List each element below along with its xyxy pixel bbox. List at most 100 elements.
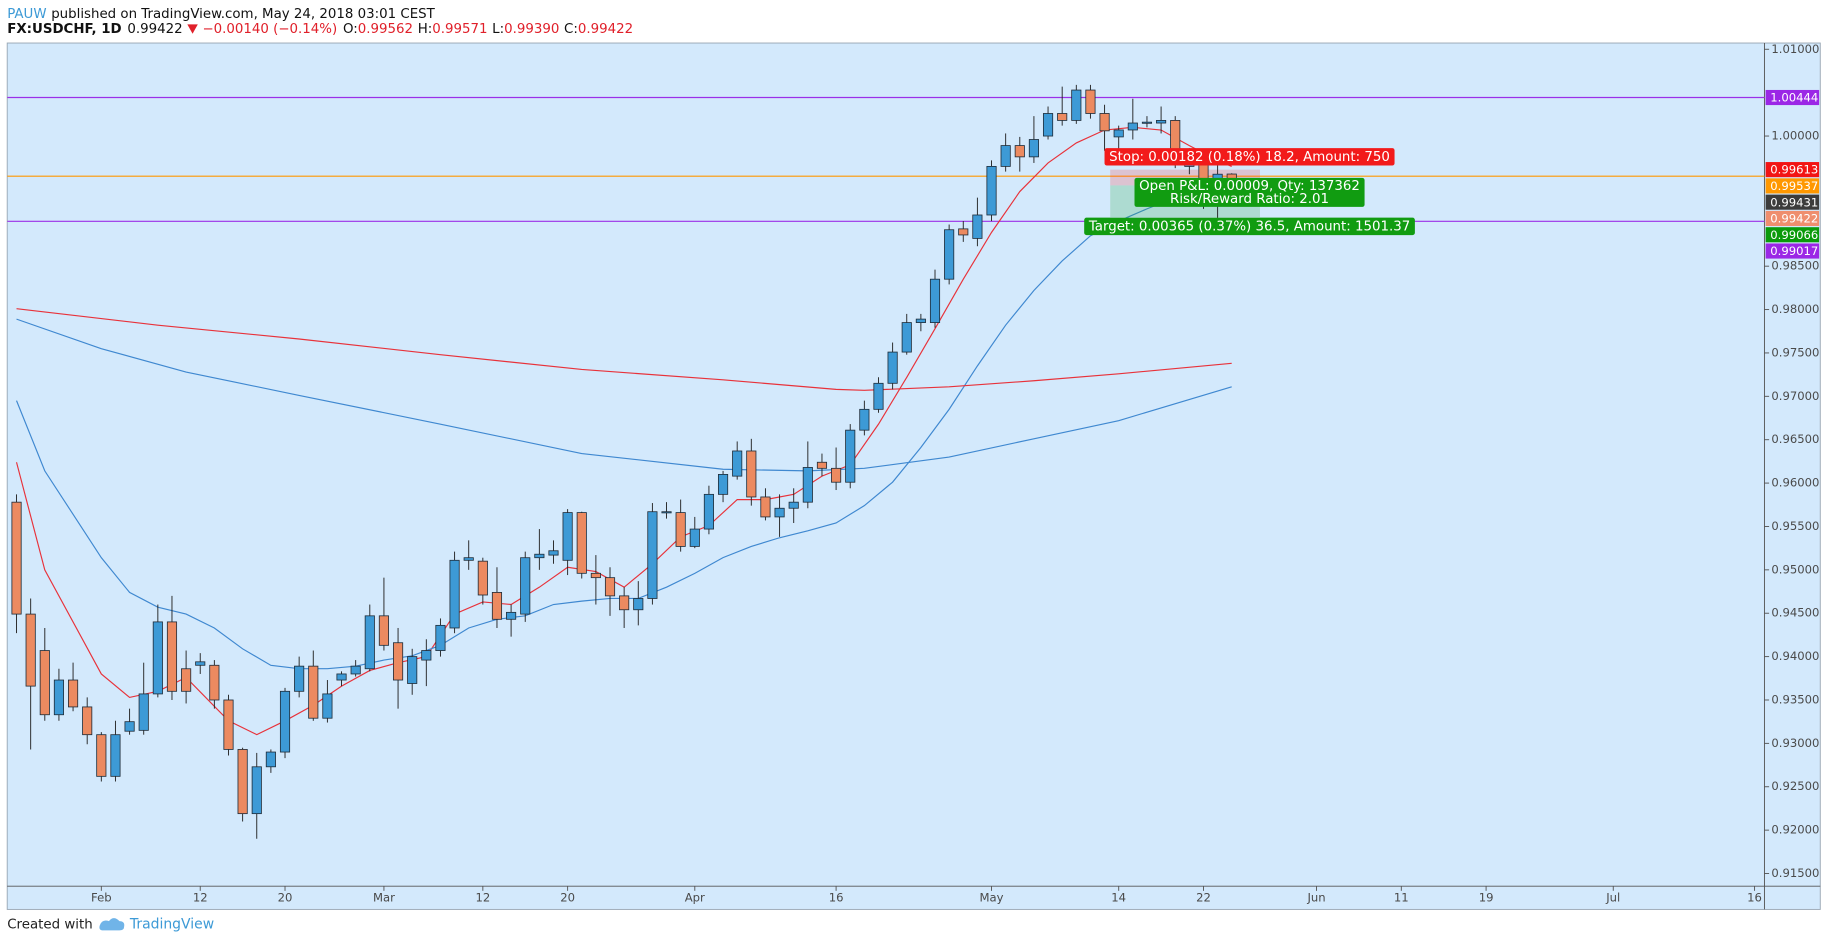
y-tick-label: 0.94000 <box>1771 649 1819 663</box>
header-line-2: FX:USDCHF, 1D 0.99422 −0.00140 (−0.14%) … <box>7 22 633 37</box>
stop-label: Stop: 0.00182 (0.18%) 18.2, Amount: 750 <box>1109 150 1390 165</box>
ohlc-label: H: <box>418 22 433 37</box>
x-tick-label: Mar <box>373 890 395 904</box>
price-label-box <box>1765 210 1820 227</box>
candle-body <box>788 501 799 509</box>
tradingview-logo[interactable]: TradingView <box>99 917 214 933</box>
candle-body <box>53 679 64 716</box>
published: published on TradingView.com, May 24, 20… <box>51 7 435 22</box>
candle-body <box>534 553 545 559</box>
candle-body <box>1099 113 1110 132</box>
candle-body <box>1000 145 1011 167</box>
candle-body <box>506 611 517 620</box>
candle-body <box>732 450 743 477</box>
candle-body <box>181 668 192 692</box>
y-tick-label: 0.95000 <box>1771 562 1819 576</box>
candle-body <box>703 493 714 530</box>
y-tick-label: 0.93500 <box>1771 692 1819 706</box>
candle-body <box>689 528 700 547</box>
y-tick-label: 0.91500 <box>1771 866 1819 880</box>
candle-body <box>138 693 149 731</box>
candle-body <box>251 766 262 815</box>
y-tick-label: 0.96000 <box>1771 476 1819 490</box>
candle-body <box>463 557 474 561</box>
y-tick-label: 0.98500 <box>1771 259 1819 273</box>
candle-body <box>675 512 686 547</box>
price-label-box <box>1765 243 1820 259</box>
candle-body <box>378 615 389 646</box>
candle-body <box>831 467 842 483</box>
x-tick-label: 11 <box>1394 890 1409 904</box>
candle-body <box>915 318 926 323</box>
x-tick-label: 22 <box>1196 890 1211 904</box>
candle-body <box>901 322 912 353</box>
change: −0.00140 (−0.14%) <box>202 22 337 37</box>
candle-body <box>279 690 291 753</box>
last-price: 0.99422 <box>127 22 182 37</box>
candle-body <box>124 721 135 732</box>
candle-body <box>774 507 785 518</box>
candle-body <box>308 665 319 719</box>
candle-body <box>392 642 404 681</box>
candle-body <box>11 501 22 615</box>
ohlc-label: L: <box>492 22 504 37</box>
down-arrow <box>187 24 198 34</box>
chart-background <box>6 42 1821 910</box>
candle-body <box>39 650 50 716</box>
price-label: 0.99613 <box>1770 163 1818 177</box>
y-tick-label: 0.95500 <box>1771 519 1819 533</box>
price-label: 0.99537 <box>1770 179 1818 193</box>
candle-body <box>1042 113 1054 137</box>
candle-body <box>195 661 206 666</box>
ohlc-label: O: <box>343 22 358 37</box>
price-label: 0.99066 <box>1770 228 1818 242</box>
candle-body <box>548 550 559 556</box>
candle-body <box>562 512 573 561</box>
x-tick-label: Jul <box>1605 890 1620 904</box>
price-label: 1.00444 <box>1770 91 1818 105</box>
candle-body <box>1156 120 1167 124</box>
symbol: FX:USDCHF, 1D <box>7 22 121 37</box>
logo-icon <box>99 918 125 931</box>
candle-body <box>322 693 333 719</box>
price-label-box <box>1765 162 1820 178</box>
candle-body <box>802 467 813 503</box>
x-tick-label: 16 <box>1747 890 1762 904</box>
x-tick-label: 12 <box>475 890 490 904</box>
candle-body <box>760 496 771 518</box>
target-label-box <box>1084 217 1415 236</box>
y-tick-label: 0.98000 <box>1771 302 1819 316</box>
candle-body <box>816 461 828 469</box>
y-tick-label: 0.93000 <box>1771 736 1819 750</box>
candle-body <box>477 560 488 596</box>
x-tick-label: 20 <box>278 890 293 904</box>
price-label: 0.99017 <box>1770 244 1818 258</box>
candle-body <box>364 615 375 670</box>
candle-body <box>1113 129 1124 138</box>
candle-body <box>350 665 361 675</box>
candle-body <box>958 228 969 236</box>
x-tick-label: 16 <box>829 890 844 904</box>
candle-body <box>859 408 870 431</box>
author[interactable]: PAUW <box>7 7 46 22</box>
pnl-label: Open P&L: 0.00009, Qty: 137362 <box>1139 179 1360 194</box>
candle-body <box>265 751 276 768</box>
candle-body <box>96 734 107 777</box>
y-tick-label: 1.01000 <box>1771 42 1819 56</box>
candle-body <box>237 749 248 815</box>
candle-body <box>1085 89 1096 114</box>
ohlc-label: C: <box>564 22 578 37</box>
header-line-1: PAUW published on TradingView.com, May 2… <box>7 7 435 22</box>
moving-average <box>16 308 1232 391</box>
x-tick-label: May <box>980 890 1004 904</box>
candle-body <box>986 165 997 216</box>
y-tick-label: 0.92500 <box>1771 779 1819 793</box>
candle-body <box>1127 122 1138 131</box>
candle-body <box>929 278 941 323</box>
candle-body <box>1071 89 1082 121</box>
candle-body <box>166 621 178 692</box>
candle-body <box>576 512 587 574</box>
candle-body <box>1028 139 1039 158</box>
candle-body <box>110 734 121 777</box>
